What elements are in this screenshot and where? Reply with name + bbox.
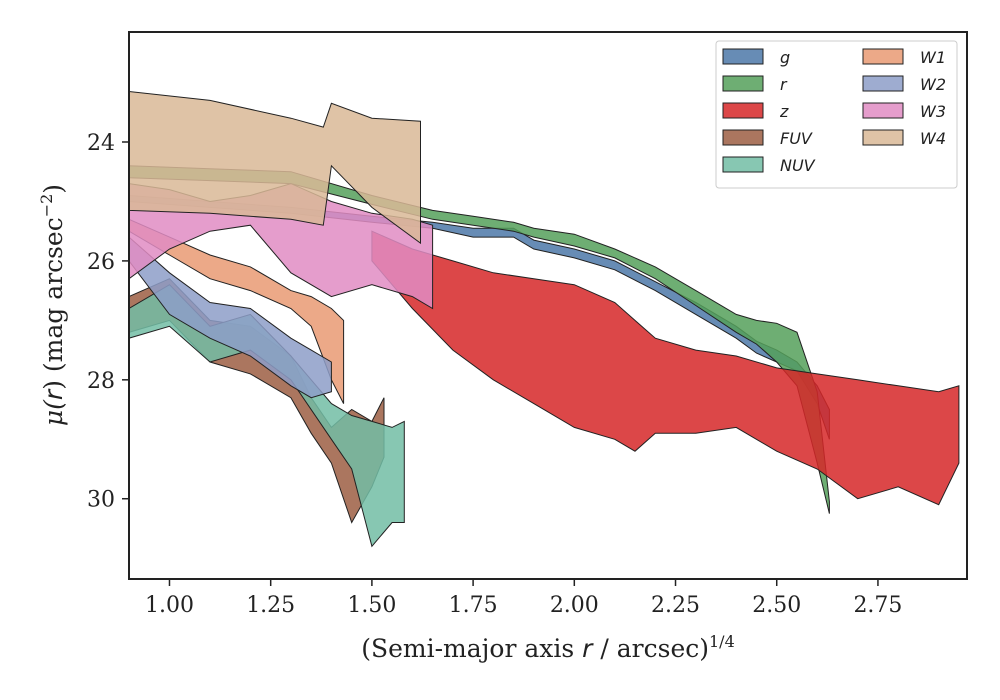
- legend-swatch-nuv: [722, 156, 764, 173]
- y-tick-label: 24: [87, 131, 115, 156]
- legend-label-fuv: FUV: [780, 129, 813, 148]
- band-z: [371, 230, 960, 506]
- legend-label-z: z: [779, 102, 789, 121]
- x-tick-label: 1.25: [246, 593, 295, 618]
- band-r: [129, 165, 830, 514]
- legend-swatch-z: [722, 102, 764, 119]
- plot-frame: [128, 31, 968, 580]
- y-axis-label: μ(r) (mag arcsec−2): [37, 184, 68, 426]
- legend-swatch-r: [722, 75, 764, 92]
- x-ticks: 1.00 1.25 1.50 1.75 2.00 2.25 2.50 2.75: [145, 579, 902, 618]
- x-axis-label: (Semi-major axis r / arcsec)1/4: [361, 632, 735, 663]
- legend-label-r: r: [780, 75, 788, 94]
- legend-label-w2: W2: [920, 75, 946, 94]
- x-tick-label: 1.00: [145, 593, 194, 618]
- x-tick-label: 1.75: [449, 593, 498, 618]
- x-tick-label: 2.00: [550, 593, 599, 618]
- legend-swatch-w3: [862, 102, 904, 119]
- y-ticks: 24 26 28 30: [87, 131, 129, 513]
- y-tick-label: 30: [87, 488, 115, 513]
- legend-label-nuv: NUV: [780, 156, 816, 175]
- legend-swatch-w2: [862, 75, 904, 92]
- legend-swatch-w1: [862, 48, 904, 65]
- y-tick-label: 28: [87, 369, 115, 394]
- legend: grz FUV NUV W1 W2 W3 W4: [715, 40, 958, 189]
- legend-swatch-g: [722, 48, 764, 65]
- band-w2: [129, 236, 332, 399]
- legend-label-w3: W3: [920, 102, 946, 121]
- x-tick-label: 2.25: [651, 593, 700, 618]
- legend-label-g: g: [780, 48, 790, 67]
- legend-label-w4: W4: [920, 129, 946, 148]
- band-w4: [129, 90, 421, 245]
- x-tick-label: 1.50: [347, 593, 396, 618]
- x-tick-label: 2.75: [853, 593, 902, 618]
- x-tick-label: 2.50: [752, 593, 801, 618]
- legend-swatch-fuv: [722, 129, 764, 146]
- legend-swatch-w4: [862, 129, 904, 146]
- series-bands: [129, 90, 960, 548]
- y-tick-label: 26: [87, 250, 115, 275]
- legend-label-w1: W1: [920, 48, 946, 67]
